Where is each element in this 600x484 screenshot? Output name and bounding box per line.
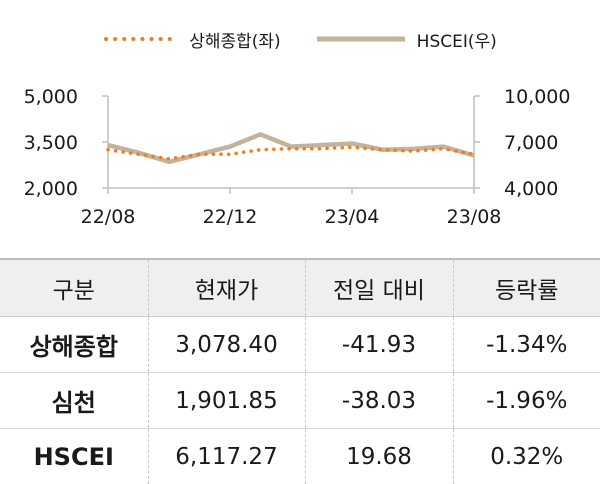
- header-change: 전일 대비: [305, 259, 453, 317]
- legend-label-shanghai: 상해종합(좌): [189, 27, 280, 52]
- y-left-tick-label: 5,000: [24, 86, 78, 108]
- row-name: HSCEI: [0, 429, 148, 484]
- line-chart: 5,000 3,500 2,000 10,000 7,000 4,000 22/08 22/1…: [0, 60, 600, 240]
- table-row: 상해종합 3,078.40 -41.93 -1.34%: [0, 317, 600, 373]
- y-right-tick-label: 4,000: [504, 178, 558, 200]
- row-change-rate: 0.32%: [453, 429, 600, 484]
- y-left-tick-label: 3,500: [24, 132, 78, 154]
- y-right-tick-label: 7,000: [504, 132, 558, 154]
- y-right-tick-label: 10,000: [504, 86, 570, 108]
- row-change: 19.68: [305, 429, 453, 484]
- legend-item-hscei: HSCEI(우): [315, 27, 497, 52]
- legend-swatch-hscei: [315, 34, 407, 44]
- header-change-rate: 등락률: [453, 259, 600, 317]
- row-price: 6,117.27: [148, 429, 305, 484]
- row-name: 상해종합: [0, 317, 148, 373]
- header-price: 현재가: [148, 259, 305, 317]
- row-change-rate: -1.96%: [453, 373, 600, 429]
- row-price: 1,901.85: [148, 373, 305, 429]
- x-tick-label: 22/08: [81, 206, 136, 228]
- row-name: 심천: [0, 373, 148, 429]
- header-category: 구분: [0, 259, 148, 317]
- index-table: 구분 현재가 전일 대비 등락률 상해종합 3,078.40 -41.93 -1…: [0, 258, 600, 484]
- x-tick-label: 23/08: [447, 206, 502, 228]
- row-change-rate: -1.34%: [453, 317, 600, 373]
- series-line: [108, 134, 474, 162]
- y-left-tick-label: 2,000: [24, 178, 78, 200]
- row-change: -38.03: [305, 373, 453, 429]
- row-price: 3,078.40: [148, 317, 305, 373]
- x-tick-label: 22/12: [203, 206, 258, 228]
- table-row: HSCEI 6,117.27 19.68 0.32%: [0, 429, 600, 484]
- chart-legend: 상해종합(좌) HSCEI(우): [0, 24, 600, 54]
- table-header-row: 구분 현재가 전일 대비 등락률: [0, 259, 600, 317]
- legend-swatch-shanghai: [103, 34, 179, 44]
- legend-item-shanghai: 상해종합(좌): [103, 27, 280, 52]
- row-change: -41.93: [305, 317, 453, 373]
- legend-label-hscei: HSCEI(우): [417, 27, 497, 52]
- x-tick-label: 23/04: [325, 206, 380, 228]
- table-row: 심천 1,901.85 -38.03 -1.96%: [0, 373, 600, 429]
